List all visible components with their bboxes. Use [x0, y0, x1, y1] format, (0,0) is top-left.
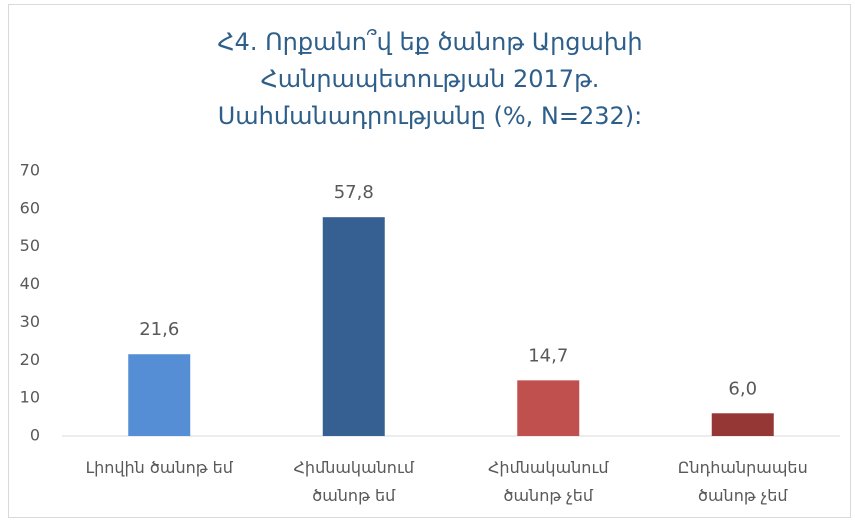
y-tick-label: 30 [20, 312, 40, 331]
bar [128, 354, 191, 436]
x-tick-label: Ընդհանրապես ծանոթ չեմ [677, 458, 808, 505]
chart-frame [8, 4, 851, 518]
data-label: 21,6 [139, 319, 179, 340]
data-label: 57,8 [334, 182, 374, 203]
x-tick-label: Հիմնականում ծանոթ չեմ [487, 458, 609, 505]
bar [711, 413, 774, 436]
chart-title: Հ4. Որքանո՞վ եք ծանոթ Արցախի Հանրապետութ… [217, 28, 643, 130]
y-tick-label: 40 [20, 274, 40, 293]
y-tick-label: 60 [20, 198, 40, 217]
y-tick-label: 70 [20, 161, 40, 180]
bar [517, 380, 580, 436]
y-tick-label: 10 [20, 388, 40, 407]
bar [322, 217, 385, 436]
x-tick-label: Լիովին ծանոթ եմ [85, 458, 233, 477]
data-label: 6,0 [728, 378, 757, 399]
data-label: 14,7 [528, 345, 568, 366]
y-tick-label: 50 [20, 236, 40, 255]
x-tick-label: Հիմնականում ծանոթ եմ [293, 458, 415, 505]
y-tick-label: 0 [30, 426, 40, 445]
y-tick-label: 20 [20, 350, 40, 369]
